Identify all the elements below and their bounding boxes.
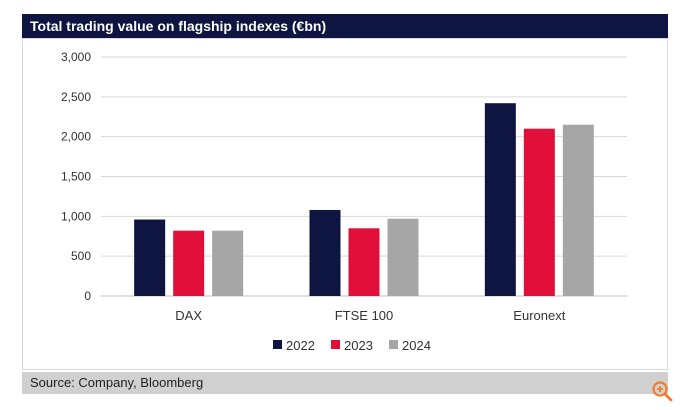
- zoom-in-icon: [652, 381, 673, 402]
- bar-2024-ftse-100: [387, 218, 419, 296]
- legend-swatch-2024: [389, 340, 398, 349]
- bar-2024-euronext: [562, 124, 594, 296]
- bar-2023-euronext: [523, 128, 555, 296]
- legend-swatch-2023: [331, 340, 340, 349]
- y-tick-label: 0: [84, 289, 91, 303]
- y-tick-label: 2,000: [61, 130, 91, 144]
- bar-2023-ftse-100: [348, 228, 380, 296]
- y-tick-label: 500: [71, 249, 91, 263]
- bar-2024-dax: [212, 230, 244, 296]
- x-tick-label: Euronext: [513, 308, 565, 323]
- source-note: Source: Company, Bloomberg: [22, 372, 668, 394]
- chart-frame: 0 500 1,000 1,500 2,000 2,500 3,000 DAX FTSE 100…: [22, 38, 668, 370]
- y-tick-label: 2,500: [61, 90, 91, 104]
- y-tick-label: 1,000: [61, 209, 91, 223]
- legend-label-2024: 2024: [402, 338, 431, 353]
- y-tick-label: 3,000: [61, 50, 91, 64]
- x-tick-label: DAX: [175, 308, 202, 323]
- legend-swatch-2022: [273, 340, 282, 349]
- x-tick-label: FTSE 100: [335, 308, 394, 323]
- bar-2022-dax: [134, 219, 166, 296]
- legend-label-2023: 2023: [344, 338, 373, 353]
- chart-title: Total trading value on flagship indexes …: [22, 14, 668, 38]
- bar-2022-euronext: [484, 103, 516, 296]
- bar-2023-dax: [173, 230, 205, 296]
- bar-chart: 0 500 1,000 1,500 2,000 2,500 3,000 DAX FTSE 100…: [61, 50, 627, 353]
- y-tick-label: 1,500: [61, 170, 91, 184]
- bar-2022-ftse-100: [309, 209, 341, 296]
- legend-label-2022: 2022: [286, 338, 315, 353]
- zoom-button[interactable]: [650, 379, 674, 403]
